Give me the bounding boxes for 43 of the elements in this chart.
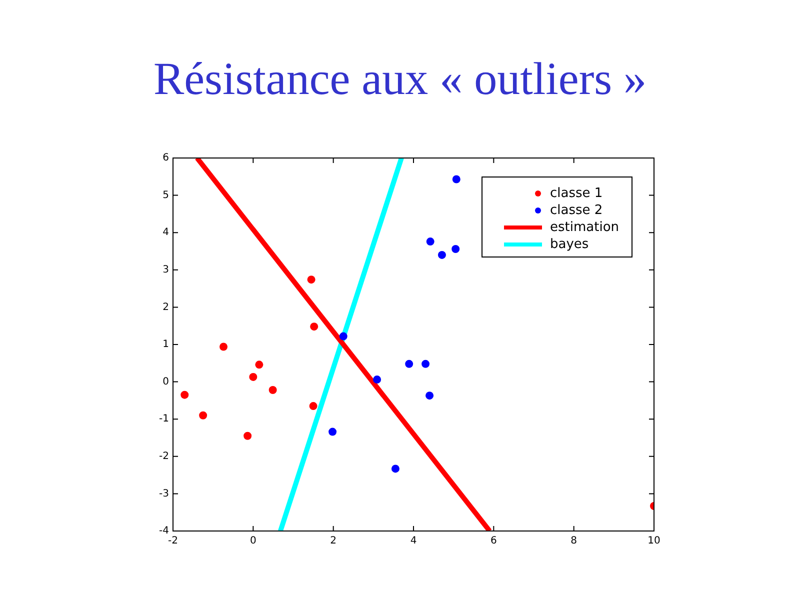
y-tick-label: 1 [162, 339, 169, 350]
x-tick-label: 6 [490, 536, 497, 547]
y-tick-label: 5 [162, 190, 169, 201]
point [373, 376, 382, 384]
y-tick-label: 4 [162, 227, 169, 238]
x-tick-label: 0 [250, 536, 256, 547]
x-tick-label: 2 [330, 536, 337, 547]
point [199, 411, 208, 420]
point [426, 392, 434, 400]
point [309, 402, 318, 410]
x-tick-label: 8 [570, 536, 578, 547]
point [426, 238, 434, 246]
y-tick-label: 3 [162, 264, 169, 276]
y-tick-label: -4 [159, 526, 169, 537]
legend-label: bayes [550, 236, 589, 252]
legend-label: classe 1 [550, 186, 603, 201]
point [328, 428, 337, 436]
point [452, 245, 460, 254]
point [310, 322, 318, 331]
point [268, 386, 277, 394]
point [249, 372, 258, 381]
legend-label: classe 2 [550, 202, 603, 218]
x-tick-label: 4 [410, 536, 417, 547]
point [405, 360, 414, 368]
x-tick-label: 10 [648, 536, 660, 547]
point [180, 390, 189, 399]
point [391, 464, 400, 473]
point [438, 250, 446, 259]
y-tick-label: 2 [162, 302, 169, 313]
point [422, 360, 430, 368]
y-tick-label: -3 [159, 488, 169, 500]
point [452, 175, 460, 184]
point [339, 332, 348, 340]
y-tick-label: -1 [159, 414, 169, 425]
point [307, 276, 316, 284]
point [244, 432, 252, 440]
legend-label: estimation [550, 220, 620, 235]
point [220, 342, 228, 351]
y-tick-label: 6 [162, 152, 169, 164]
y-tick-label: -2 [159, 450, 169, 462]
point [255, 360, 264, 369]
y-tick-label: 0 [162, 376, 169, 388]
chart-title: Résistance aux « outliers » [152, 52, 648, 105]
